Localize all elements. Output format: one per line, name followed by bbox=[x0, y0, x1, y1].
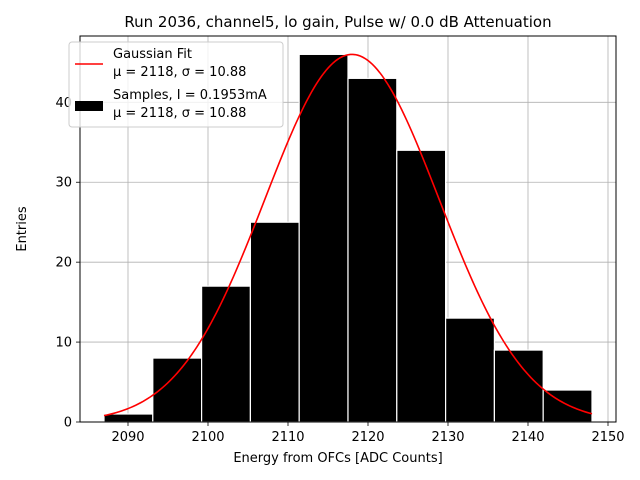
legend-fit-name: Gaussian Fit bbox=[113, 47, 192, 62]
gaussian-fit-curve bbox=[103, 53, 593, 417]
histogram-bar bbox=[103, 413, 154, 423]
histogram-bar bbox=[201, 285, 252, 423]
x-tick-label: 2100 bbox=[191, 430, 224, 445]
y-tick-label: 0 bbox=[64, 416, 72, 431]
x-tick-label: 2090 bbox=[111, 430, 144, 445]
x-tick-label: 2130 bbox=[431, 430, 464, 445]
y-tick-label: 30 bbox=[55, 176, 72, 191]
fit-line bbox=[103, 53, 593, 417]
y-axis-ticks: 0 10 20 30 40 bbox=[55, 96, 80, 431]
legend: Gaussian Fit μ = 2118, σ = 10.88 Samples… bbox=[68, 41, 284, 128]
histogram-bar bbox=[445, 317, 496, 423]
legend-samples-swatch bbox=[75, 101, 103, 111]
x-tick-label: 2120 bbox=[351, 430, 384, 445]
legend-fit-stats: μ = 2118, σ = 10.88 bbox=[113, 65, 246, 80]
x-tick-label: 2140 bbox=[511, 430, 544, 445]
legend-samples-name: Samples, I = 0.1953mA bbox=[113, 88, 267, 103]
y-tick-label: 40 bbox=[55, 96, 72, 111]
y-tick-label: 10 bbox=[55, 336, 72, 351]
x-axis-label: Energy from OFCs [ADC Counts] bbox=[233, 451, 442, 466]
histogram-bar bbox=[249, 221, 300, 423]
histogram-bar bbox=[396, 149, 447, 423]
x-tick-label: 2110 bbox=[271, 430, 304, 445]
histogram-bar bbox=[347, 77, 398, 423]
histogram-bar bbox=[298, 53, 349, 423]
legend-samples-stats: μ = 2118, σ = 10.88 bbox=[113, 106, 246, 121]
histogram-bar bbox=[152, 357, 203, 423]
x-axis-ticks: 2090 2100 2110 2120 2130 2140 2150 bbox=[111, 422, 625, 445]
histogram-bars bbox=[103, 53, 593, 423]
histogram-bar bbox=[493, 349, 544, 423]
chart-title: Run 2036, channel5, lo gain, Pulse w/ 0.… bbox=[124, 13, 551, 31]
plot-border bbox=[79, 35, 617, 423]
x-tick-label: 2150 bbox=[591, 430, 624, 445]
y-tick-label: 20 bbox=[55, 256, 72, 271]
legend-box bbox=[68, 41, 284, 128]
y-axis-label: Entries bbox=[15, 206, 30, 252]
